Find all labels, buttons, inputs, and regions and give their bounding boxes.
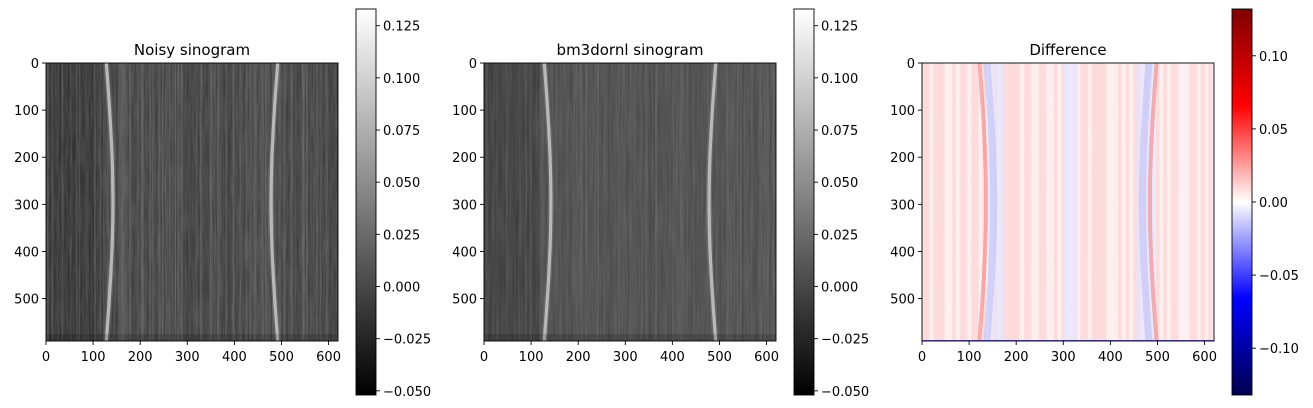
colorbar-tick-label: 0.10: [1259, 50, 1288, 65]
y-tick-label: 100: [14, 104, 39, 119]
x-tick-label: 400: [660, 350, 685, 365]
heatmap-image: [46, 63, 338, 341]
colorbar-tick-label: −0.025: [383, 333, 431, 348]
x-tick-label: 300: [175, 350, 200, 365]
y-tick-label: 400: [14, 245, 39, 260]
x-tick-label: 400: [1098, 350, 1123, 365]
colorbar-tick-label: −0.10: [1259, 342, 1299, 357]
axes-frame: [921, 62, 1215, 342]
x-tick-label: 200: [128, 350, 153, 365]
colorbar-tick-label: 0.075: [383, 124, 420, 139]
panel-3: Difference 0 100 200 300 400 500 600 0 100 200 300 4…: [890, 8, 1299, 396]
x-tick-label: 200: [1004, 350, 1029, 365]
y-tick-label: 400: [452, 245, 477, 260]
y-tick-label: 200: [452, 151, 477, 166]
colorbar-tick-label: 0.100: [383, 72, 420, 87]
axes-frame: [45, 62, 339, 342]
y-tick-label: 500: [890, 293, 915, 308]
x-tick-label: 0: [918, 350, 926, 365]
x-tick-label: 600: [316, 350, 341, 365]
colorbar-tick-label: 0.025: [821, 228, 858, 243]
y-tick-label: 100: [890, 104, 915, 119]
x-tick-label: 100: [957, 350, 982, 365]
colorbar: [1232, 9, 1252, 395]
y-tick-label: 0: [469, 57, 477, 72]
y-tick-label: 300: [452, 198, 477, 213]
x-tick-label: 300: [613, 350, 638, 365]
colorbar-tick-label: 0.125: [383, 20, 420, 35]
x-tick-label: 0: [42, 350, 50, 365]
colorbar: [356, 9, 376, 395]
colorbar-tick-label: 0.100: [821, 72, 858, 87]
colorbar-tick-label: −0.050: [383, 385, 431, 400]
colorbar-tick-label: 0.075: [821, 124, 858, 139]
colorbar-frame: [355, 8, 377, 396]
x-tick-label: 300: [1051, 350, 1076, 365]
y-tick-label: 0: [31, 57, 39, 72]
x-tick-label: 100: [519, 350, 544, 365]
y-tick-label: 500: [452, 293, 477, 308]
y-tick-label: 300: [14, 198, 39, 213]
y-tick-label: 300: [890, 198, 915, 213]
heatmap-image: [922, 63, 1214, 341]
x-tick-label: 100: [81, 350, 106, 365]
x-tick-label: 200: [566, 350, 591, 365]
panel-title: Difference: [1029, 41, 1106, 59]
colorbar-tick-label: 0.000: [383, 281, 420, 296]
x-tick-label: 500: [707, 350, 732, 365]
x-tick-label: 500: [269, 350, 294, 365]
x-tick-label: 500: [1145, 350, 1170, 365]
colorbar-tick-label: −0.050: [821, 385, 869, 400]
colorbar-tick-label: −0.025: [821, 333, 869, 348]
colorbar-frame: [793, 8, 815, 396]
x-tick-label: 0: [480, 350, 488, 365]
colorbar-tick-label: 0.025: [383, 228, 420, 243]
y-tick-label: 500: [14, 293, 39, 308]
panel-title: bm3dornl sinogram: [557, 41, 704, 59]
colorbar: [794, 9, 814, 395]
axes-frame: [483, 62, 777, 342]
x-tick-label: 400: [222, 350, 247, 365]
colorbar-tick-label: 0.05: [1259, 123, 1288, 138]
colorbar-tick-label: 0.00: [1259, 196, 1288, 211]
y-tick-label: 400: [890, 245, 915, 260]
y-tick-label: 0: [907, 57, 915, 72]
colorbar-tick-label: 0.000: [821, 281, 858, 296]
y-tick-label: 200: [890, 151, 915, 166]
heatmap-image: [484, 63, 776, 341]
x-tick-label: 600: [1192, 350, 1217, 365]
panel-2: bm3dornl sinogram 0 100 200 300 400 500 600 0 100…: [452, 8, 869, 400]
panel-1: Noisy sinogram 0 100 200 300 400 500 600 0 100 200…: [14, 8, 431, 400]
y-tick-label: 200: [14, 151, 39, 166]
y-tick-label: 100: [452, 104, 477, 119]
colorbar-tick-label: 0.125: [821, 20, 858, 35]
panel-title: Noisy sinogram: [134, 41, 250, 59]
x-tick-label: 600: [754, 350, 779, 365]
colorbar-tick-label: −0.05: [1259, 269, 1299, 284]
colorbar-tick-label: 0.050: [383, 176, 420, 191]
colorbar-tick-label: 0.050: [821, 176, 858, 191]
